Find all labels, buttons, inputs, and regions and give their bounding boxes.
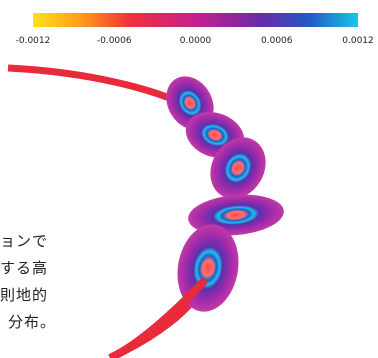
colorbar-tick-label: -0.0006: [97, 36, 132, 46]
tube-end: [110, 280, 205, 358]
colorbar-tick-label: 0.0006: [261, 36, 293, 46]
visualization: -0.0012 -0.0006 0.0000 0.0006 0.0012 ョンでする高則…: [0, 0, 378, 358]
colorbar-tick-label: -0.0012: [16, 36, 51, 46]
colorbar-tick-label: 0.0000: [180, 36, 212, 46]
caption-line: 分布。: [8, 313, 56, 331]
caption-line: ョンで: [0, 232, 48, 250]
caption-line: する高: [0, 259, 48, 277]
disks: [157, 68, 286, 317]
caption-line: 則地的: [0, 286, 48, 304]
colorbar: [33, 13, 358, 27]
colorbar-tick-label: 0.0012: [342, 36, 374, 46]
figure: -0.0012 -0.0006 0.0000 0.0006 0.0012 ョンでする高則…: [0, 0, 378, 358]
